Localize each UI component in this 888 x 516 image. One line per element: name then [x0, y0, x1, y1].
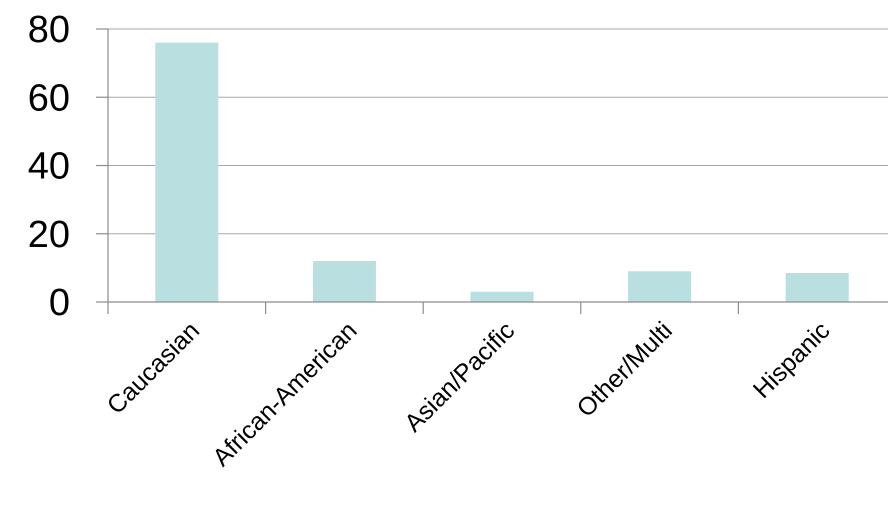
y-tick-label: 80: [28, 9, 70, 51]
x-tick-label: Hispanic: [748, 316, 836, 404]
y-tick-label: 40: [28, 146, 70, 188]
bar-caucasian: [155, 42, 219, 303]
bar-asian-pacific: [470, 291, 534, 302]
x-tick-label: Caucasian: [102, 316, 205, 419]
x-tick-label: Other/Multi: [572, 316, 678, 422]
axes: [96, 28, 888, 314]
y-tick-labels: 0 20 40 60 80: [28, 9, 70, 324]
y-tick-label: 60: [28, 77, 70, 119]
x-tick-label: African-American: [207, 316, 362, 471]
y-tick-label: 0: [49, 282, 70, 324]
x-tick-labels: Caucasian African-American Asian/Pacific Ot…: [102, 316, 836, 471]
gridlines: [108, 28, 888, 235]
y-tick-label: 20: [28, 214, 70, 256]
x-tick-label: Asian/Pacific: [399, 316, 520, 437]
bar-hispanic: [785, 272, 849, 302]
bars: [155, 42, 849, 303]
bar-african-american: [312, 261, 376, 302]
bar-other-multi: [628, 271, 692, 302]
